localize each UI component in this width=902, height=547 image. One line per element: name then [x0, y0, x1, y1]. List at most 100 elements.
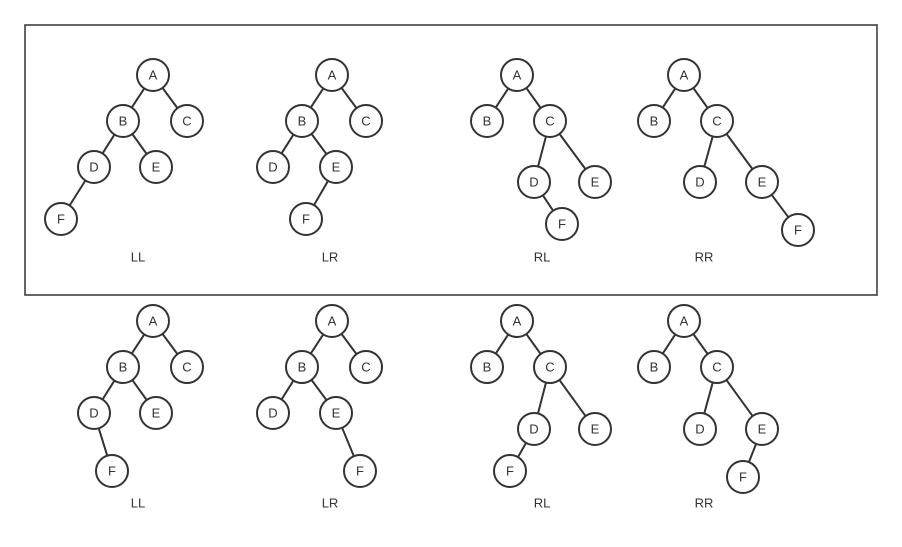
edge-c-d: [703, 136, 714, 167]
node-circle: [106, 350, 140, 384]
tree-caption: LR: [322, 496, 339, 511]
node-label: D: [695, 175, 704, 190]
node-f: F: [95, 454, 129, 488]
node-f: F: [289, 202, 323, 236]
edge-a-b: [130, 333, 146, 355]
node-label: D: [529, 175, 538, 190]
node-label: E: [332, 160, 341, 175]
node-label: A: [328, 314, 337, 329]
tree-caption: RR: [695, 250, 714, 265]
node-circle: [139, 150, 173, 184]
node-circle: [44, 202, 78, 236]
edge-e-f: [341, 427, 355, 457]
node-circle: [315, 304, 349, 338]
node-label: E: [591, 422, 600, 437]
node-c: C: [170, 104, 204, 138]
node-circle: [470, 350, 504, 384]
tree-caption: LR: [322, 250, 339, 265]
node-a: A: [500, 58, 534, 92]
node-c: C: [349, 350, 383, 384]
node-label: B: [119, 360, 128, 375]
node-e: E: [745, 165, 779, 199]
tree-caption: LL: [131, 496, 145, 511]
node-label: C: [361, 114, 370, 129]
node-circle: [493, 454, 527, 488]
node-label: D: [268, 406, 277, 421]
edge-d-f: [97, 427, 109, 457]
node-circle: [637, 350, 671, 384]
edge-a-b: [661, 333, 677, 355]
node-c: C: [700, 104, 734, 138]
node-label: F: [108, 464, 116, 479]
node-circle: [726, 460, 760, 494]
node-circle: [136, 58, 170, 92]
node-circle: [139, 396, 173, 430]
node-circle: [700, 350, 734, 384]
tree-caption: LL: [131, 250, 145, 265]
node-label: E: [332, 406, 341, 421]
edge-b-e: [310, 379, 328, 401]
node-d: D: [517, 412, 551, 446]
edge-b-d: [280, 380, 295, 400]
node-label: B: [650, 360, 659, 375]
node-d: D: [256, 150, 290, 184]
node-d: D: [517, 165, 551, 199]
node-label: F: [739, 470, 747, 485]
edge-b-d: [101, 380, 116, 400]
node-c: C: [170, 350, 204, 384]
node-label: B: [483, 114, 492, 129]
node-e: E: [578, 412, 612, 446]
node-label: D: [695, 422, 704, 437]
node-label: A: [149, 314, 158, 329]
node-f: F: [343, 454, 377, 488]
node-label: D: [89, 160, 98, 175]
tree-lr-bottom: A B C D E F LR: [256, 304, 383, 511]
node-circle: [745, 412, 779, 446]
tree-rl-top: A B C D E F RL: [470, 58, 612, 265]
node-label: B: [298, 114, 307, 129]
node-circle: [349, 104, 383, 138]
tree-ll-bottom: A B C D E F LL: [77, 304, 204, 511]
node-a: A: [315, 304, 349, 338]
node-label: D: [268, 160, 277, 175]
tree-rl-bottom: A B C D E F RL: [470, 304, 612, 511]
node-circle: [667, 58, 701, 92]
node-label: E: [758, 422, 767, 437]
node-b: B: [637, 350, 671, 384]
node-circle: [170, 350, 204, 384]
edge-a-b: [130, 87, 146, 109]
tree-rr-bottom: A B C D E F RR: [637, 304, 779, 511]
node-circle: [781, 213, 815, 247]
node-label: D: [529, 422, 538, 437]
node-circle: [319, 396, 353, 430]
tree-caption: RL: [534, 250, 551, 265]
node-a: A: [136, 304, 170, 338]
node-circle: [517, 165, 551, 199]
node-label: A: [513, 68, 522, 83]
node-label: E: [591, 175, 600, 190]
node-label: B: [119, 114, 128, 129]
node-e: E: [319, 396, 353, 430]
node-b: B: [637, 104, 671, 138]
node-label: A: [513, 314, 522, 329]
edge-a-c: [340, 87, 358, 109]
node-label: E: [152, 160, 161, 175]
edge-a-b: [661, 87, 677, 109]
node-label: F: [356, 464, 364, 479]
edge-c-d: [537, 136, 547, 167]
node-label: F: [57, 212, 65, 227]
tree-caption: RL: [534, 496, 551, 511]
edge-a-c: [161, 87, 179, 109]
edge-e-f: [313, 180, 329, 206]
node-circle: [106, 104, 140, 138]
edge-a-b: [309, 87, 325, 109]
node-b: B: [285, 104, 319, 138]
node-label: F: [794, 223, 802, 238]
edge-c-e: [725, 133, 754, 170]
node-label: C: [182, 114, 191, 129]
node-label: B: [650, 114, 659, 129]
edge-b-d: [101, 134, 116, 154]
node-circle: [500, 304, 534, 338]
node-f: F: [726, 460, 760, 494]
node-a: A: [667, 58, 701, 92]
